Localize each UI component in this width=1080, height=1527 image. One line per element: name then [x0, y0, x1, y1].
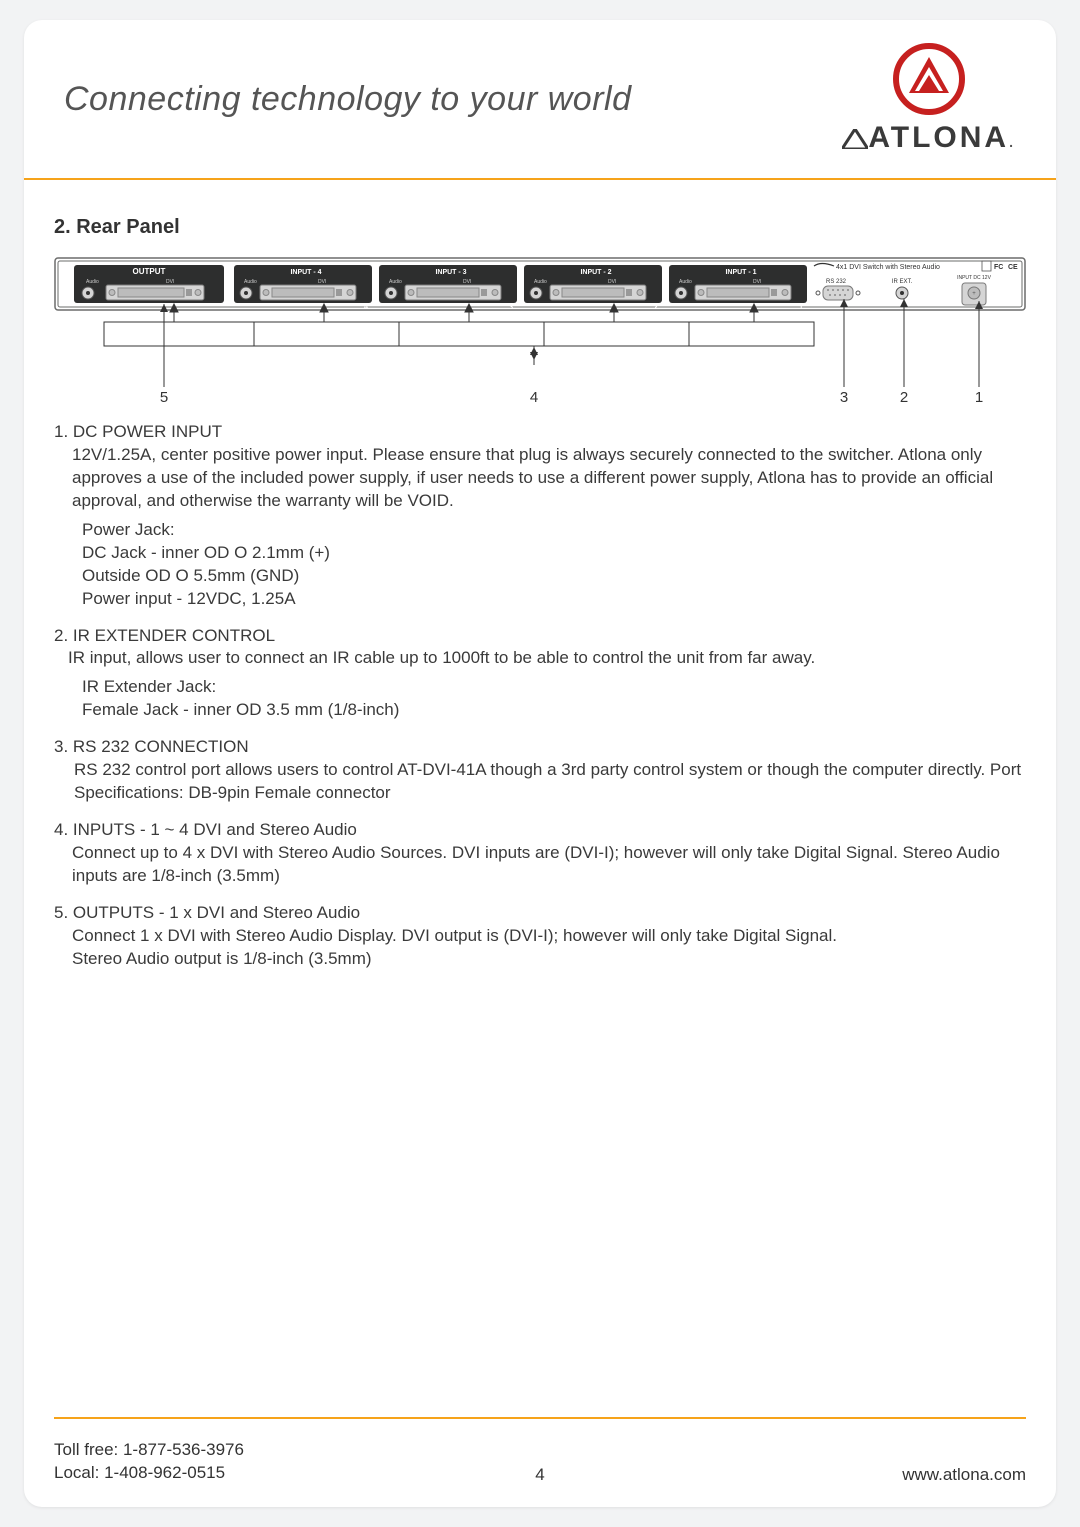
page: Connecting technology to your world ATLO… [24, 20, 1056, 1507]
callout-4: 4 [530, 389, 538, 406]
logo-mark-icon [893, 43, 965, 115]
output-label: OUTPUT [133, 267, 166, 276]
item-2-body: IR input, allows user to connect an IR c… [54, 647, 1026, 670]
svg-text:Audio: Audio [244, 279, 257, 285]
logo-text: ATLONA [868, 121, 1009, 154]
section-title: 2. Rear Panel [54, 216, 1026, 239]
output-dvi-sublabel: DVI [166, 279, 174, 285]
svg-text:FC: FC [994, 264, 1003, 271]
svg-text:INPUT - 3: INPUT - 3 [435, 269, 466, 276]
svg-text:Audio: Audio [389, 279, 402, 285]
tagline: Connecting technology to your world [64, 80, 632, 119]
item-1-sub-1: DC Jack - inner OD O 2.1mm (+) [82, 542, 1026, 565]
item-3-head: 3. RS 232 CONNECTION [54, 736, 1026, 759]
item-1-sub-2: Outside OD O 5.5mm (GND) [82, 565, 1026, 588]
product-label: 4x1 DVI Switch with Stereo Audio [836, 264, 940, 271]
logo-dot: . [1009, 134, 1016, 150]
footer: Toll free: 1-877-536-3976 Local: 1-408-9… [54, 1417, 1026, 1485]
item-1-sub-3: Power input - 12VDC, 1.25A [82, 588, 1026, 611]
svg-text:4: 4 [364, 304, 368, 311]
svg-text:2: 2 [654, 304, 658, 311]
header: Connecting technology to your world ATLO… [24, 20, 1056, 180]
footer-page: 4 [54, 1465, 1026, 1485]
rear-panel-figure: OUTPUT Audio DVI INPUT - 4AudioDVI4INPUT… [54, 257, 1026, 407]
input-block: INPUT - 2 Audio DVI 2 [524, 265, 662, 311]
rs232-label: RS 232 [826, 279, 847, 285]
svg-text:DVI: DVI [753, 279, 761, 285]
item-1-body: 12V/1.25A, center positive power input. … [54, 444, 1026, 513]
input-block: INPUT - 3 Audio DVI 3 [379, 265, 517, 311]
item-5-body-2: Stereo Audio output is 1/8-inch (3.5mm) [54, 948, 1026, 971]
item-1: 1. DC POWER INPUT 12V/1.25A, center posi… [54, 421, 1026, 611]
item-4-body: Connect up to 4 x DVI with Stereo Audio … [54, 842, 1026, 888]
svg-text:INPUT - 4: INPUT - 4 [290, 269, 321, 276]
item-2: 2. IR EXTENDER CONTROL IR input, allows … [54, 625, 1026, 723]
item-2-head: 2. IR EXTENDER CONTROL [54, 625, 1026, 648]
footer-toll: Toll free: 1-877-536-3976 [54, 1439, 244, 1462]
callout-5: 5 [160, 389, 168, 406]
item-1-head: 1. DC POWER INPUT [54, 421, 1026, 444]
content: 2. Rear Panel OUTPUT Audio DVI [24, 180, 1056, 971]
logo: ATLONA. [842, 43, 1016, 155]
callout-3: 3 [840, 389, 848, 406]
item-3: 3. RS 232 CONNECTION RS 232 control port… [54, 736, 1026, 805]
output-audio-sublabel: Audio [86, 279, 99, 285]
svg-text:DVI: DVI [608, 279, 616, 285]
item-1-sub-title: Power Jack: [82, 519, 1026, 542]
input-block: INPUT - 4 Audio DVI 4 [234, 265, 372, 311]
svg-text:CE: CE [1008, 264, 1018, 271]
callout-1: 1 [975, 389, 983, 406]
dc-input-label: INPUT DC 12V [957, 275, 991, 281]
item-5: 5. OUTPUTS - 1 x DVI and Stereo Audio Co… [54, 902, 1026, 971]
svg-text:1: 1 [799, 304, 803, 311]
item-3-body: RS 232 control port allows users to cont… [54, 759, 1026, 805]
svg-text:+: + [972, 291, 976, 297]
item-2-sub-title: IR Extender Jack: [82, 676, 1026, 699]
svg-text:INPUT - 2: INPUT - 2 [580, 269, 611, 276]
svg-text:INPUT - 1: INPUT - 1 [725, 269, 756, 276]
svg-text:DVI: DVI [463, 279, 471, 285]
item-5-head: 5. OUTPUTS - 1 x DVI and Stereo Audio [54, 902, 1026, 925]
svg-text:Audio: Audio [534, 279, 547, 285]
item-4: 4. INPUTS - 1 ~ 4 DVI and Stereo Audio C… [54, 819, 1026, 888]
callout-2: 2 [900, 389, 908, 406]
item-2-sub-1: Female Jack - inner OD 3.5 mm (1/8-inch) [82, 699, 1026, 722]
item-4-head: 4. INPUTS - 1 ~ 4 DVI and Stereo Audio [54, 819, 1026, 842]
svg-text:DVI: DVI [318, 279, 326, 285]
svg-text:Audio: Audio [679, 279, 692, 285]
svg-text:3: 3 [509, 304, 513, 311]
descriptions: 1. DC POWER INPUT 12V/1.25A, center posi… [54, 421, 1026, 971]
logo-type: ATLONA. [842, 121, 1016, 155]
item-5-body-1: Connect 1 x DVI with Stereo Audio Displa… [54, 925, 1026, 948]
ir-ext-label: IR EXT. [892, 279, 913, 285]
input-block: INPUT - 1 Audio DVI 1 [669, 265, 807, 311]
